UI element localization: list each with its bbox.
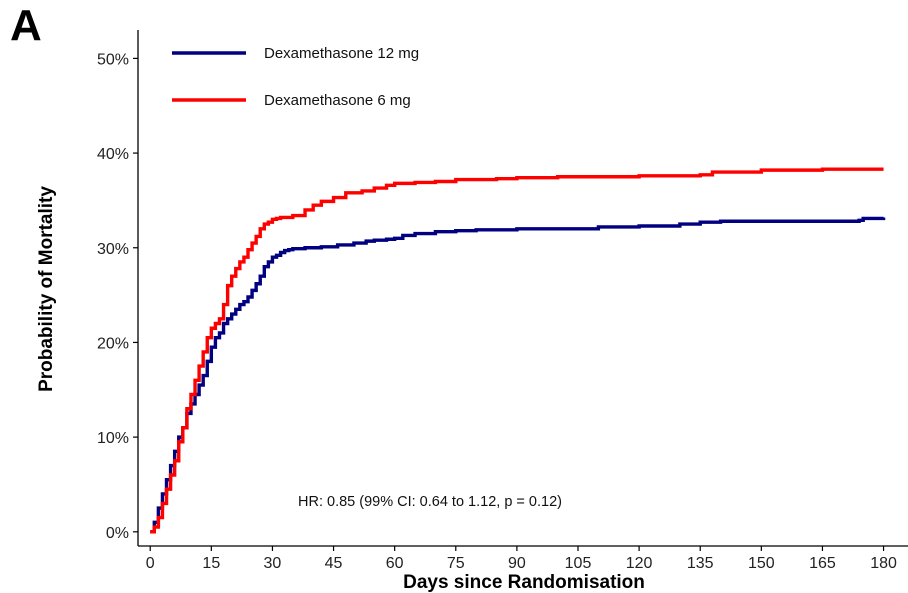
axes xyxy=(137,30,908,547)
y-ticks: 0% 10% 20% 30% 40% 50% xyxy=(97,51,138,542)
series-lines xyxy=(150,167,886,534)
x-tick-label: 165 xyxy=(809,555,836,572)
x-axis-title: Days since Randomisation xyxy=(403,572,645,593)
x-tick-label: 90 xyxy=(508,555,526,572)
x-tick-label: 150 xyxy=(748,555,775,572)
series-line-dex12 xyxy=(150,216,886,534)
y-tick-label: 0% xyxy=(106,525,129,542)
y-tick-label: 20% xyxy=(97,335,129,352)
x-tick-label: 180 xyxy=(870,555,897,572)
x-tick-label: 135 xyxy=(687,555,714,572)
legend-label-dex12: Dexamethasone 12 mg xyxy=(264,45,419,62)
y-tick-label: 40% xyxy=(97,146,129,163)
x-tick-label: 0 xyxy=(146,555,155,572)
y-tick-label: 10% xyxy=(97,430,129,447)
legend-label-dex6: Dexamethasone 6 mg xyxy=(264,92,411,109)
x-tick-label: 45 xyxy=(325,555,343,572)
x-tick-label: 120 xyxy=(626,555,653,572)
panel-label: A xyxy=(10,1,42,50)
y-tick-label: 30% xyxy=(97,241,129,258)
y-axis-title: Probability of Mortality xyxy=(36,186,57,392)
x-tick-label: 15 xyxy=(202,555,220,572)
series-line-dex6 xyxy=(150,167,884,534)
hazard-ratio-annotation: HR: 0.85 (99% CI: 0.64 to 1.12, p = 0.12… xyxy=(298,494,562,510)
x-tick-label: 105 xyxy=(565,555,592,572)
x-ticks: 0 15 30 45 60 75 90 105 120 135 150 165 180 xyxy=(146,546,897,572)
x-tick-label: 75 xyxy=(447,555,465,572)
x-tick-label: 30 xyxy=(264,555,282,572)
x-tick-label: 60 xyxy=(386,555,404,572)
legend: Dexamethasone 12 mg Dexamethasone 6 mg xyxy=(172,45,419,109)
y-tick-label: 50% xyxy=(97,51,129,68)
